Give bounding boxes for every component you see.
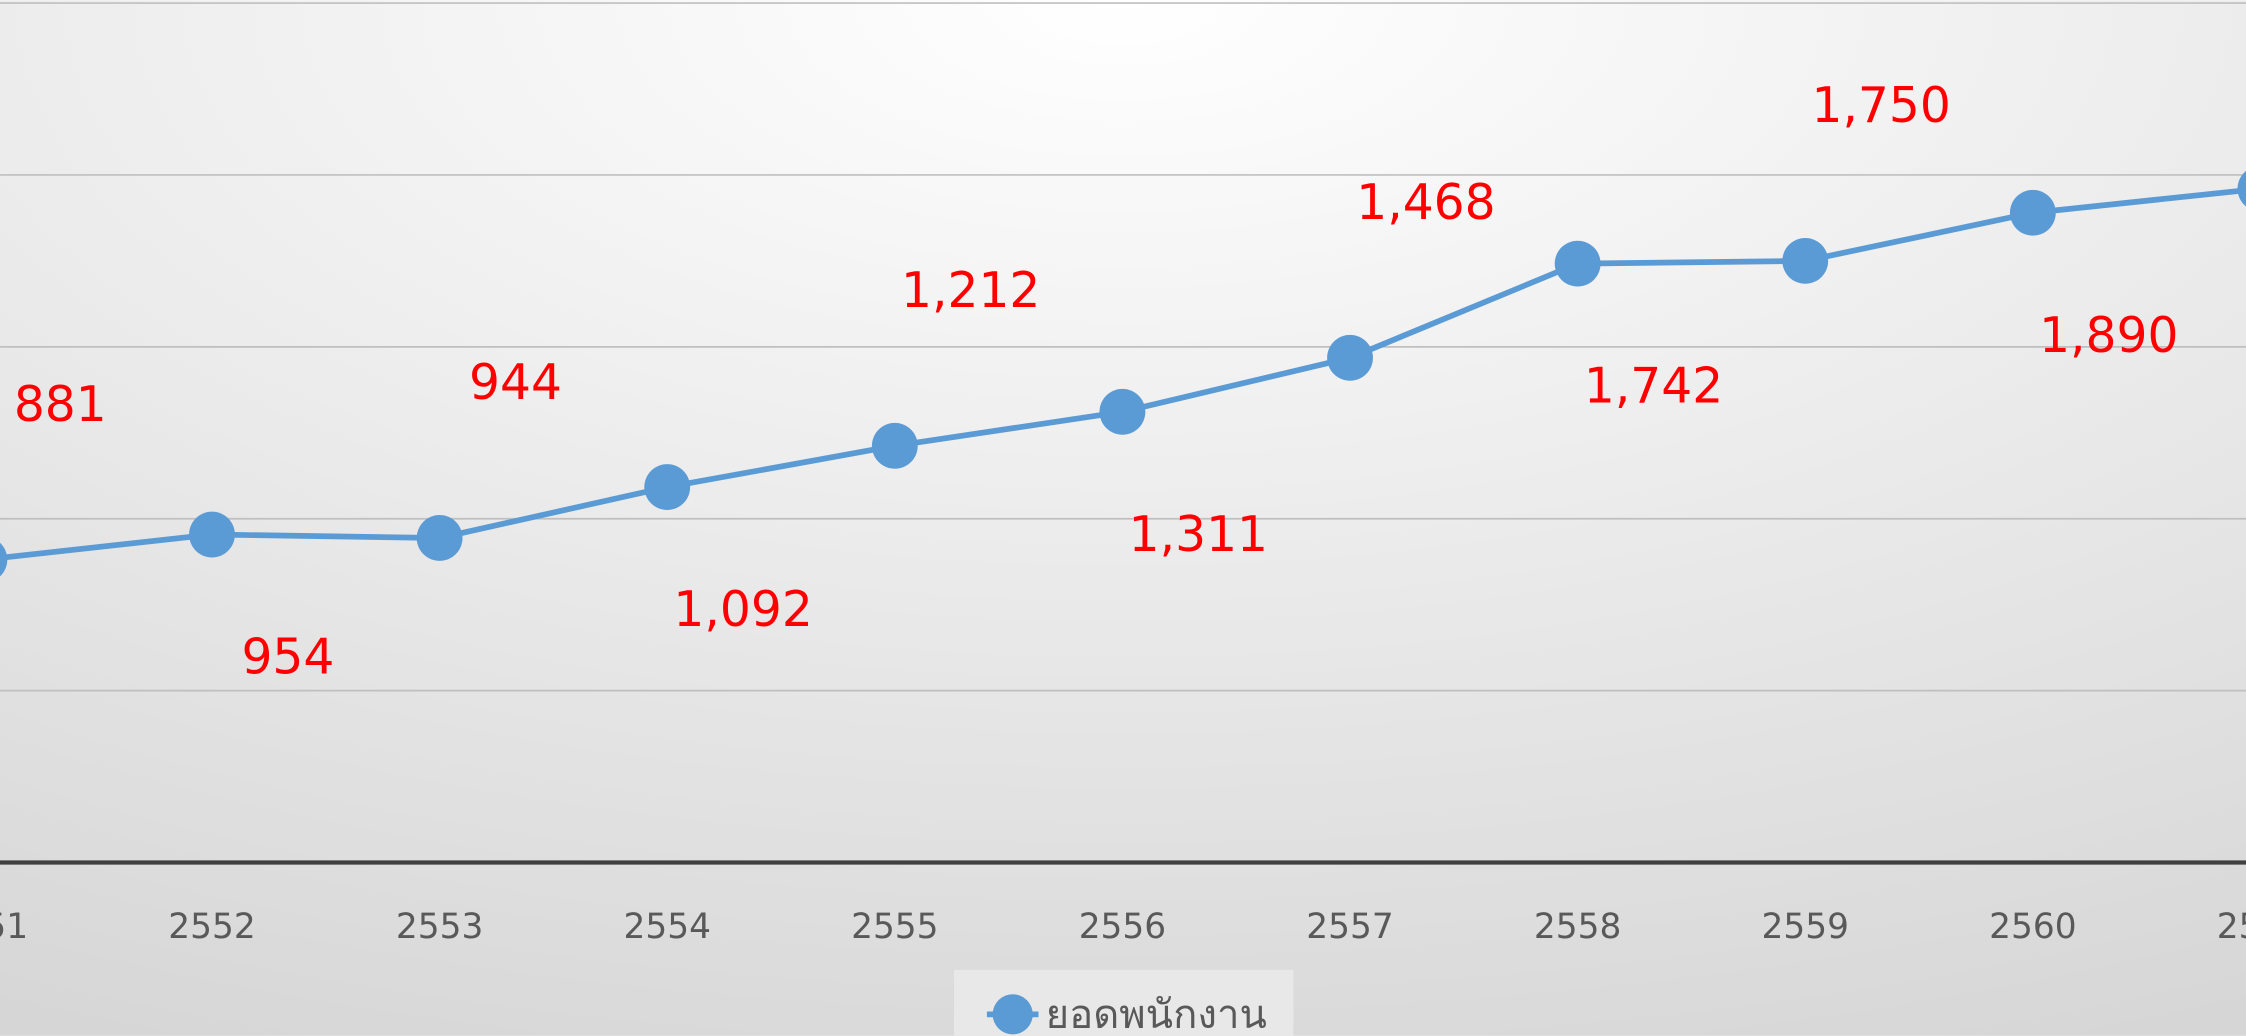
- x-tick-label: 2561: [2217, 907, 2246, 947]
- x-tick-label: 2558: [1534, 907, 1621, 947]
- x-tick-label: 2557: [1306, 907, 1393, 947]
- legend-label: ยอดพนักงาน: [1046, 992, 1267, 1036]
- plot: 2551 2552 2553 2554 2555 2556 2557 2558 2559 2560…: [0, 78, 2246, 947]
- data-label: 881: [14, 377, 107, 433]
- data-label: 1,468: [1356, 175, 1495, 231]
- data-point: [1327, 334, 1373, 381]
- x-tick-label: 2555: [851, 907, 938, 947]
- legend-marker: [992, 994, 1033, 1035]
- legend: ยอดพนักงาน: [953, 969, 1294, 1036]
- data-point: [1099, 388, 1146, 435]
- x-tick-label: 2554: [623, 907, 710, 947]
- data-label: 1,750: [1811, 78, 1950, 134]
- data-point: [416, 515, 463, 561]
- data-label: 1,890: [2039, 308, 2178, 364]
- x-tick-label: 2553: [396, 907, 483, 947]
- data-point: [1554, 240, 1601, 287]
- data-point: [2237, 170, 2246, 207]
- data-label: 954: [241, 630, 334, 686]
- data-label: 1,311: [1129, 507, 1268, 563]
- x-tick-label: 2559: [1762, 907, 1849, 947]
- data-label: 1,212: [901, 263, 1040, 319]
- x-tick-label: 2552: [168, 907, 255, 947]
- data-label: 1,092: [673, 582, 812, 638]
- grid: [0, 2, 2246, 865]
- data-label: 1,742: [1584, 359, 1723, 415]
- data-point: [2009, 189, 2056, 236]
- data-point: [871, 422, 918, 469]
- x-tick-label: 2556: [1079, 907, 1166, 947]
- data-point: [644, 464, 691, 511]
- data-point: [1782, 237, 1829, 284]
- x-tick-label: 2551: [0, 907, 28, 947]
- data-label: 944: [469, 355, 562, 411]
- data-point: [189, 511, 235, 558]
- x-tick-label: 2560: [1989, 907, 2076, 947]
- data-point: [0, 542, 8, 577]
